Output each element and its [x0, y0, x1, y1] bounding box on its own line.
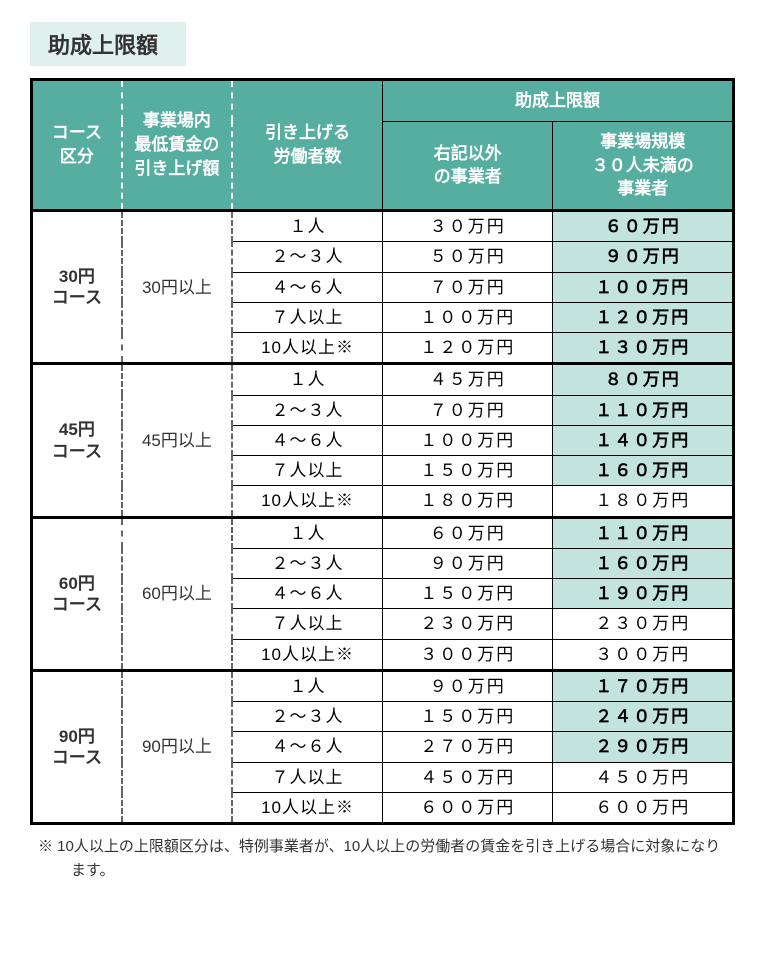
- hdr-under30: 事業場規模３０人未満の事業者: [553, 121, 734, 210]
- cell-amount-under30: ２９０万円: [553, 732, 734, 762]
- cell-amount-other: ３００万円: [382, 639, 552, 670]
- hdr-other: 右記以外の事業者: [382, 121, 552, 210]
- cell-amount-under30: １７０万円: [553, 670, 734, 701]
- cell-workers: 10人以上※: [232, 792, 382, 823]
- cell-course: 30円コース: [32, 211, 122, 364]
- cell-amount-other: ９０万円: [382, 670, 552, 701]
- table-row: 45円コース45円以上１人４５万円８０万円: [32, 364, 734, 395]
- cell-amount-other: ７０万円: [382, 272, 552, 302]
- cell-raise-amount: 45円以上: [122, 364, 232, 517]
- cell-amount-under30: ２３０万円: [553, 609, 734, 639]
- cell-amount-under30: ６０万円: [553, 211, 734, 242]
- cell-amount-under30: １８０万円: [553, 486, 734, 517]
- cell-course: 60円コース: [32, 517, 122, 670]
- cell-course: 90円コース: [32, 670, 122, 823]
- cell-amount-other: ７０万円: [382, 395, 552, 425]
- table-row: 60円コース60円以上１人６０万円１１０万円: [32, 517, 734, 548]
- cell-course: 45円コース: [32, 364, 122, 517]
- cell-amount-under30: １００万円: [553, 272, 734, 302]
- hdr-course: コース区分: [32, 80, 122, 211]
- cell-amount-under30: ９０万円: [553, 242, 734, 272]
- cell-workers: ２～３人: [232, 548, 382, 578]
- cell-amount-other: １８０万円: [382, 486, 552, 517]
- cell-amount-under30: ３００万円: [553, 639, 734, 670]
- subsidy-table: コース区分事業場内最低賃金の引き上げ額引き上げる労働者数助成上限額右記以外の事業…: [30, 78, 735, 825]
- cell-amount-under30: ２４０万円: [553, 702, 734, 732]
- cell-amount-under30: ４５０万円: [553, 762, 734, 792]
- cell-workers: １人: [232, 517, 382, 548]
- cell-raise-amount: 60円以上: [122, 517, 232, 670]
- subsidy-limit-document: 助成上限額 コース区分事業場内最低賃金の引き上げ額引き上げる労働者数助成上限額右…: [0, 0, 765, 903]
- cell-amount-other: ４５万円: [382, 364, 552, 395]
- cell-workers: ４～６人: [232, 732, 382, 762]
- cell-amount-under30: １９０万円: [553, 579, 734, 609]
- hdr-workers: 引き上げる労働者数: [232, 80, 382, 211]
- cell-amount-under30: ６００万円: [553, 792, 734, 823]
- cell-amount-other: ６０万円: [382, 517, 552, 548]
- cell-workers: ２～３人: [232, 242, 382, 272]
- table-header: コース区分事業場内最低賃金の引き上げ額引き上げる労働者数助成上限額右記以外の事業…: [32, 80, 734, 211]
- table-row: 90円コース90円以上１人９０万円１７０万円: [32, 670, 734, 701]
- cell-workers: ７人以上: [232, 302, 382, 332]
- cell-amount-under30: １４０万円: [553, 425, 734, 455]
- cell-amount-other: ２７０万円: [382, 732, 552, 762]
- footnote: ※ 10人以上の上限額区分は、特例事業者が、10人以上の労働者の賃金を引き上げる…: [30, 835, 735, 883]
- cell-amount-under30: １１０万円: [553, 517, 734, 548]
- cell-workers: １人: [232, 670, 382, 701]
- cell-workers: ４～６人: [232, 579, 382, 609]
- cell-workers: 10人以上※: [232, 486, 382, 517]
- table-row: 30円コース30円以上１人３０万円６０万円: [32, 211, 734, 242]
- cell-amount-under30: １１０万円: [553, 395, 734, 425]
- cell-amount-other: １５０万円: [382, 579, 552, 609]
- cell-amount-other: ２３０万円: [382, 609, 552, 639]
- cell-amount-other: １００万円: [382, 425, 552, 455]
- cell-amount-other: １００万円: [382, 302, 552, 332]
- cell-amount-under30: ８０万円: [553, 364, 734, 395]
- cell-workers: ２～３人: [232, 702, 382, 732]
- cell-amount-other: ９０万円: [382, 548, 552, 578]
- cell-amount-other: ３０万円: [382, 211, 552, 242]
- cell-workers: 10人以上※: [232, 333, 382, 364]
- cell-workers: ４～６人: [232, 272, 382, 302]
- cell-raise-amount: 90円以上: [122, 670, 232, 823]
- hdr-limit: 助成上限額: [382, 80, 733, 122]
- cell-amount-other: ６００万円: [382, 792, 552, 823]
- cell-amount-other: ５０万円: [382, 242, 552, 272]
- cell-workers: ７人以上: [232, 609, 382, 639]
- cell-amount-other: １２０万円: [382, 333, 552, 364]
- cell-workers: １人: [232, 211, 382, 242]
- cell-workers: ７人以上: [232, 762, 382, 792]
- table-body: 30円コース30円以上１人３０万円６０万円２～３人５０万円９０万円４～６人７０万…: [32, 211, 734, 824]
- hdr-raise: 事業場内最低賃金の引き上げ額: [122, 80, 232, 211]
- cell-amount-under30: １６０万円: [553, 456, 734, 486]
- cell-raise-amount: 30円以上: [122, 211, 232, 364]
- cell-amount-under30: １６０万円: [553, 548, 734, 578]
- cell-workers: ４～６人: [232, 425, 382, 455]
- cell-workers: ７人以上: [232, 456, 382, 486]
- cell-workers: 10人以上※: [232, 639, 382, 670]
- cell-amount-under30: １３０万円: [553, 333, 734, 364]
- cell-workers: １人: [232, 364, 382, 395]
- section-title: 助成上限額: [30, 22, 186, 66]
- cell-amount-other: １５０万円: [382, 456, 552, 486]
- cell-amount-other: １５０万円: [382, 702, 552, 732]
- cell-amount-under30: １２０万円: [553, 302, 734, 332]
- cell-amount-other: ４５０万円: [382, 762, 552, 792]
- cell-workers: ２～３人: [232, 395, 382, 425]
